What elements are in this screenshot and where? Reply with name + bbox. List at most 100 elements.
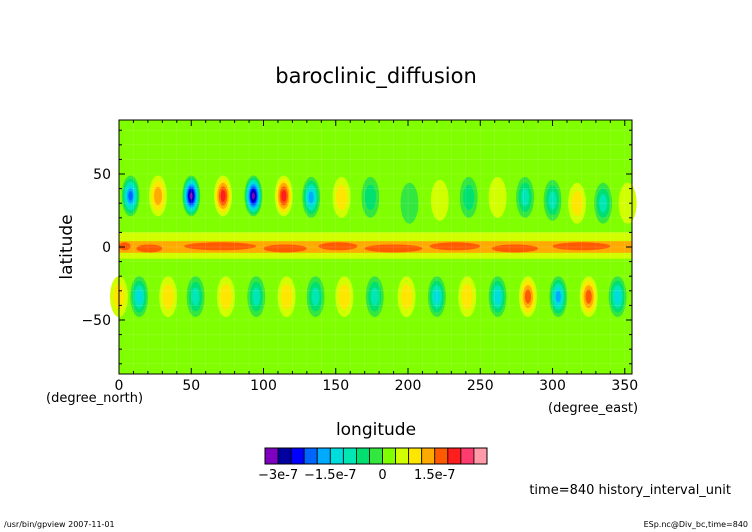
x-axis-label: longitude [336,420,416,440]
cell-contour [251,192,255,200]
plot-area [110,119,637,375]
x-unit-label: (degree_east) [548,401,638,416]
positive-cell [579,276,598,318]
band-streak [263,244,307,253]
y-unit-label: (degree_north) [46,391,143,406]
positive-cell [568,182,587,224]
colorbar-swatch [447,447,462,465]
negative-cell [361,176,380,218]
negative-cell [427,276,446,318]
cell-contour [521,188,530,207]
cell-contour [336,184,348,210]
positive-cell [488,176,507,218]
colorbar-swatch [460,447,475,465]
band-streak [429,242,481,251]
negative-cell [459,176,478,218]
colorbar-swatch [356,447,370,465]
colorbar-labels: −3e-7 −1.5e-7 0 1.5e-7 [258,468,456,483]
cell-contour [338,284,350,310]
positive-cell [335,276,354,318]
cell-contour [433,289,441,304]
cell-contour [311,287,320,306]
x-tick-label: 150 [322,378,349,394]
cell-contour [252,287,261,306]
x-tick-label: 300 [539,378,566,394]
colorbar-swatch [473,447,488,465]
negative-cell [549,276,568,318]
positive-cell [149,175,167,217]
negative-cell [365,276,384,318]
footer-right: ESp.nc@Div_bc,time=840 [644,520,748,529]
y-tick-label: 50 [93,167,111,183]
chart-title: baroclinic_diffusion [275,64,477,89]
cell-contour [463,184,475,210]
band-streak [119,242,131,251]
positive-cell [518,276,537,318]
cell-contour [614,289,621,304]
negative-cell [186,276,205,318]
cell-contour [488,176,507,218]
contour-layer [110,175,637,318]
x-tick-label: 50 [182,378,200,394]
x-tick-label: 200 [395,378,422,394]
colorbar-frame [264,447,488,465]
cell-contour [548,191,557,210]
colorbar-swatch [277,447,292,465]
band-streak [318,242,358,251]
cell-contour [401,284,413,310]
cell-contour [191,287,200,306]
x-tick-label: 0 [115,378,124,394]
colorbar-swatch [303,447,318,465]
cell-contour [308,191,314,204]
x-axis: 0 50 100 150 200 250 300 350 [115,120,638,394]
colorbar-label: 0 [378,468,386,483]
x-tick-label: 350 [611,378,638,394]
negative-cell [182,175,201,217]
colorbar-swatch [369,447,383,465]
cell-contour [128,190,133,201]
negative-cell [608,276,627,318]
cell-contour [571,190,583,216]
positive-cell [332,176,351,218]
negative-cell [306,276,325,318]
colorbar-swatch [395,447,410,465]
cell-contour [136,289,143,304]
positive-cell [274,175,293,217]
colorbar-swatch [382,447,396,465]
negative-cell [247,276,266,318]
colorbar-swatch [264,447,279,465]
positive-cell [397,276,416,318]
colorbar-swatch [434,447,449,465]
positive-cell [214,175,233,217]
cell-contour [281,190,287,202]
cell-contour [430,179,449,221]
band-streak [491,244,539,253]
y-tick-label: −50 [81,313,111,329]
x-tick-label: 250 [467,378,494,394]
cell-contour [400,182,419,224]
colorbar-swatch [329,447,344,465]
colorbar-swatch [342,447,357,465]
colorbar-label: 1.5e-7 [414,468,456,483]
colorbar-swatch [408,447,423,465]
positive-cell [458,276,477,318]
cell-contour [364,184,376,210]
positive-cell [430,179,449,221]
grid-layer [118,120,632,374]
footer-left: /usr/bin/gpview 2007-11-01 [4,520,115,529]
cell-contour [494,289,501,304]
colorbar-swatch [421,447,436,465]
negative-cell [302,176,321,218]
cell-contour [220,284,232,310]
negative-cell [543,179,562,221]
y-axis: 50 0 −50 [81,129,632,365]
equatorial-band [119,241,632,253]
x-tick-label: 100 [250,378,277,394]
band-streak [136,244,163,253]
cell-contour [281,284,293,310]
cell-contour [370,287,379,306]
negative-cell [121,175,140,217]
band-streak [364,244,423,253]
colorbar-label: −1.5e-7 [304,468,357,483]
